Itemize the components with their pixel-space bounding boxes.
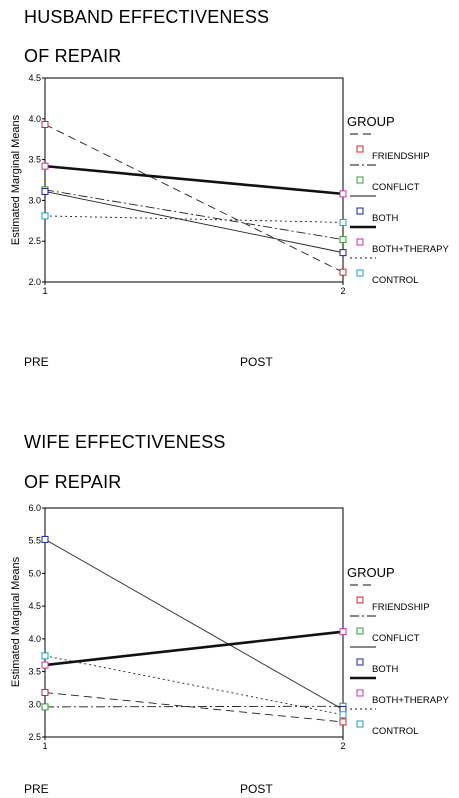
legend-label: CONFLICT [372, 633, 420, 644]
legend-label: CONTROL [372, 275, 418, 286]
data-point-friendship [41, 689, 49, 697]
series-line-both [44, 190, 344, 254]
legend-marker [356, 596, 364, 604]
legend-label: BOTH [372, 213, 399, 224]
y-axis-label: Estimated Marginal Means [10, 556, 22, 687]
x-tick-label: 2 [340, 741, 345, 751]
husband-chart: HUSBAND EFFECTIVENESS OF REPAIR 2.0 2.5 3.… [10, 7, 449, 369]
y-tick-label: 4.0 [28, 634, 41, 644]
x-tick-label: 2 [340, 286, 345, 296]
chart-title-line2: OF REPAIR [24, 46, 121, 66]
legend-marker [356, 207, 364, 215]
data-point-both [339, 249, 347, 257]
series-line-both-plus-therapy [44, 630, 344, 667]
data-point-both [41, 187, 49, 195]
legend-marker [356, 176, 364, 184]
series-line-friendship [44, 692, 344, 723]
y-tick-label: 3.5 [28, 667, 41, 677]
data-point-control [41, 212, 49, 220]
y-axis-label: Estimated Marginal Means [10, 114, 22, 245]
x-category-label-pre: PRE [24, 782, 49, 796]
legend-title: GROUP [347, 114, 395, 129]
y-tick-label: 6.0 [28, 503, 41, 513]
legend-marker [356, 689, 364, 697]
wife-chart: WIFE EFFECTIVENESS OF REPAIR 2.5 3.0 3.5 4.… [10, 432, 449, 796]
series-line-control [44, 215, 344, 223]
chart-title-line2: OF REPAIR [24, 472, 121, 492]
legend-marker [356, 720, 364, 728]
series-line-friendship [44, 124, 344, 273]
data-point-both-plus-therapy [41, 661, 49, 669]
plot-frame [44, 77, 344, 283]
y-tick-label: 5.0 [28, 568, 41, 578]
series-line-both-plus-therapy [44, 164, 344, 196]
plot-frame [44, 507, 344, 738]
legend-marker [356, 658, 364, 666]
y-tick-label: 4.5 [28, 73, 41, 83]
x-tick-label: 1 [42, 741, 47, 751]
y-tick-label: 5.5 [28, 536, 41, 546]
legend-marker [356, 269, 364, 277]
legend-label: FRIENDSHIP [372, 602, 430, 613]
x-category-label-pre: PRE [24, 355, 49, 369]
data-point-both-plus-therapy [339, 190, 347, 198]
y-tick-label: 2.5 [28, 732, 41, 742]
data-point-both [41, 535, 49, 543]
legend-label: FRIENDSHIP [372, 151, 430, 162]
data-point-friendship [41, 121, 49, 129]
legend-label: CONTROL [372, 726, 418, 737]
y-tick-label: 2.5 [28, 236, 41, 246]
legend-label: BOTH+THERAPY [372, 244, 449, 255]
chart-title-line1: WIFE EFFECTIVENESS [24, 432, 226, 452]
y-tick-label: 4.5 [28, 601, 41, 611]
data-point-friendship [339, 718, 347, 726]
series-line-control [44, 655, 344, 716]
data-point-conflict [339, 236, 347, 244]
legend-marker [356, 627, 364, 635]
data-point-control [339, 711, 347, 719]
y-tick-label: 3.5 [28, 155, 41, 165]
legend-label: BOTH+THERAPY [372, 695, 449, 706]
x-category-label-post: POST [240, 355, 273, 369]
chart-title-line1: HUSBAND EFFECTIVENESS [24, 7, 269, 27]
data-point-control [339, 218, 347, 226]
y-tick-label: 2.0 [28, 277, 41, 287]
legend-marker [356, 238, 364, 246]
series-line-both [44, 539, 344, 710]
series-line-conflict [44, 189, 344, 241]
y-tick-label: 3.0 [28, 699, 41, 709]
data-point-conflict [41, 703, 49, 711]
legend-label: CONFLICT [372, 182, 420, 193]
legend-label: BOTH [372, 664, 399, 675]
y-tick-label: 4.0 [28, 114, 41, 124]
x-category-label-post: POST [240, 782, 273, 796]
data-point-both-plus-therapy [339, 628, 347, 636]
y-tick-label: 3.0 [28, 195, 41, 205]
series-line-conflict [44, 705, 344, 708]
data-point-both-plus-therapy [41, 162, 49, 170]
data-point-friendship [339, 268, 347, 276]
x-tick-label: 1 [42, 286, 47, 296]
data-point-control [41, 652, 49, 660]
legend-marker [356, 145, 364, 153]
legend-title: GROUP [347, 565, 395, 580]
